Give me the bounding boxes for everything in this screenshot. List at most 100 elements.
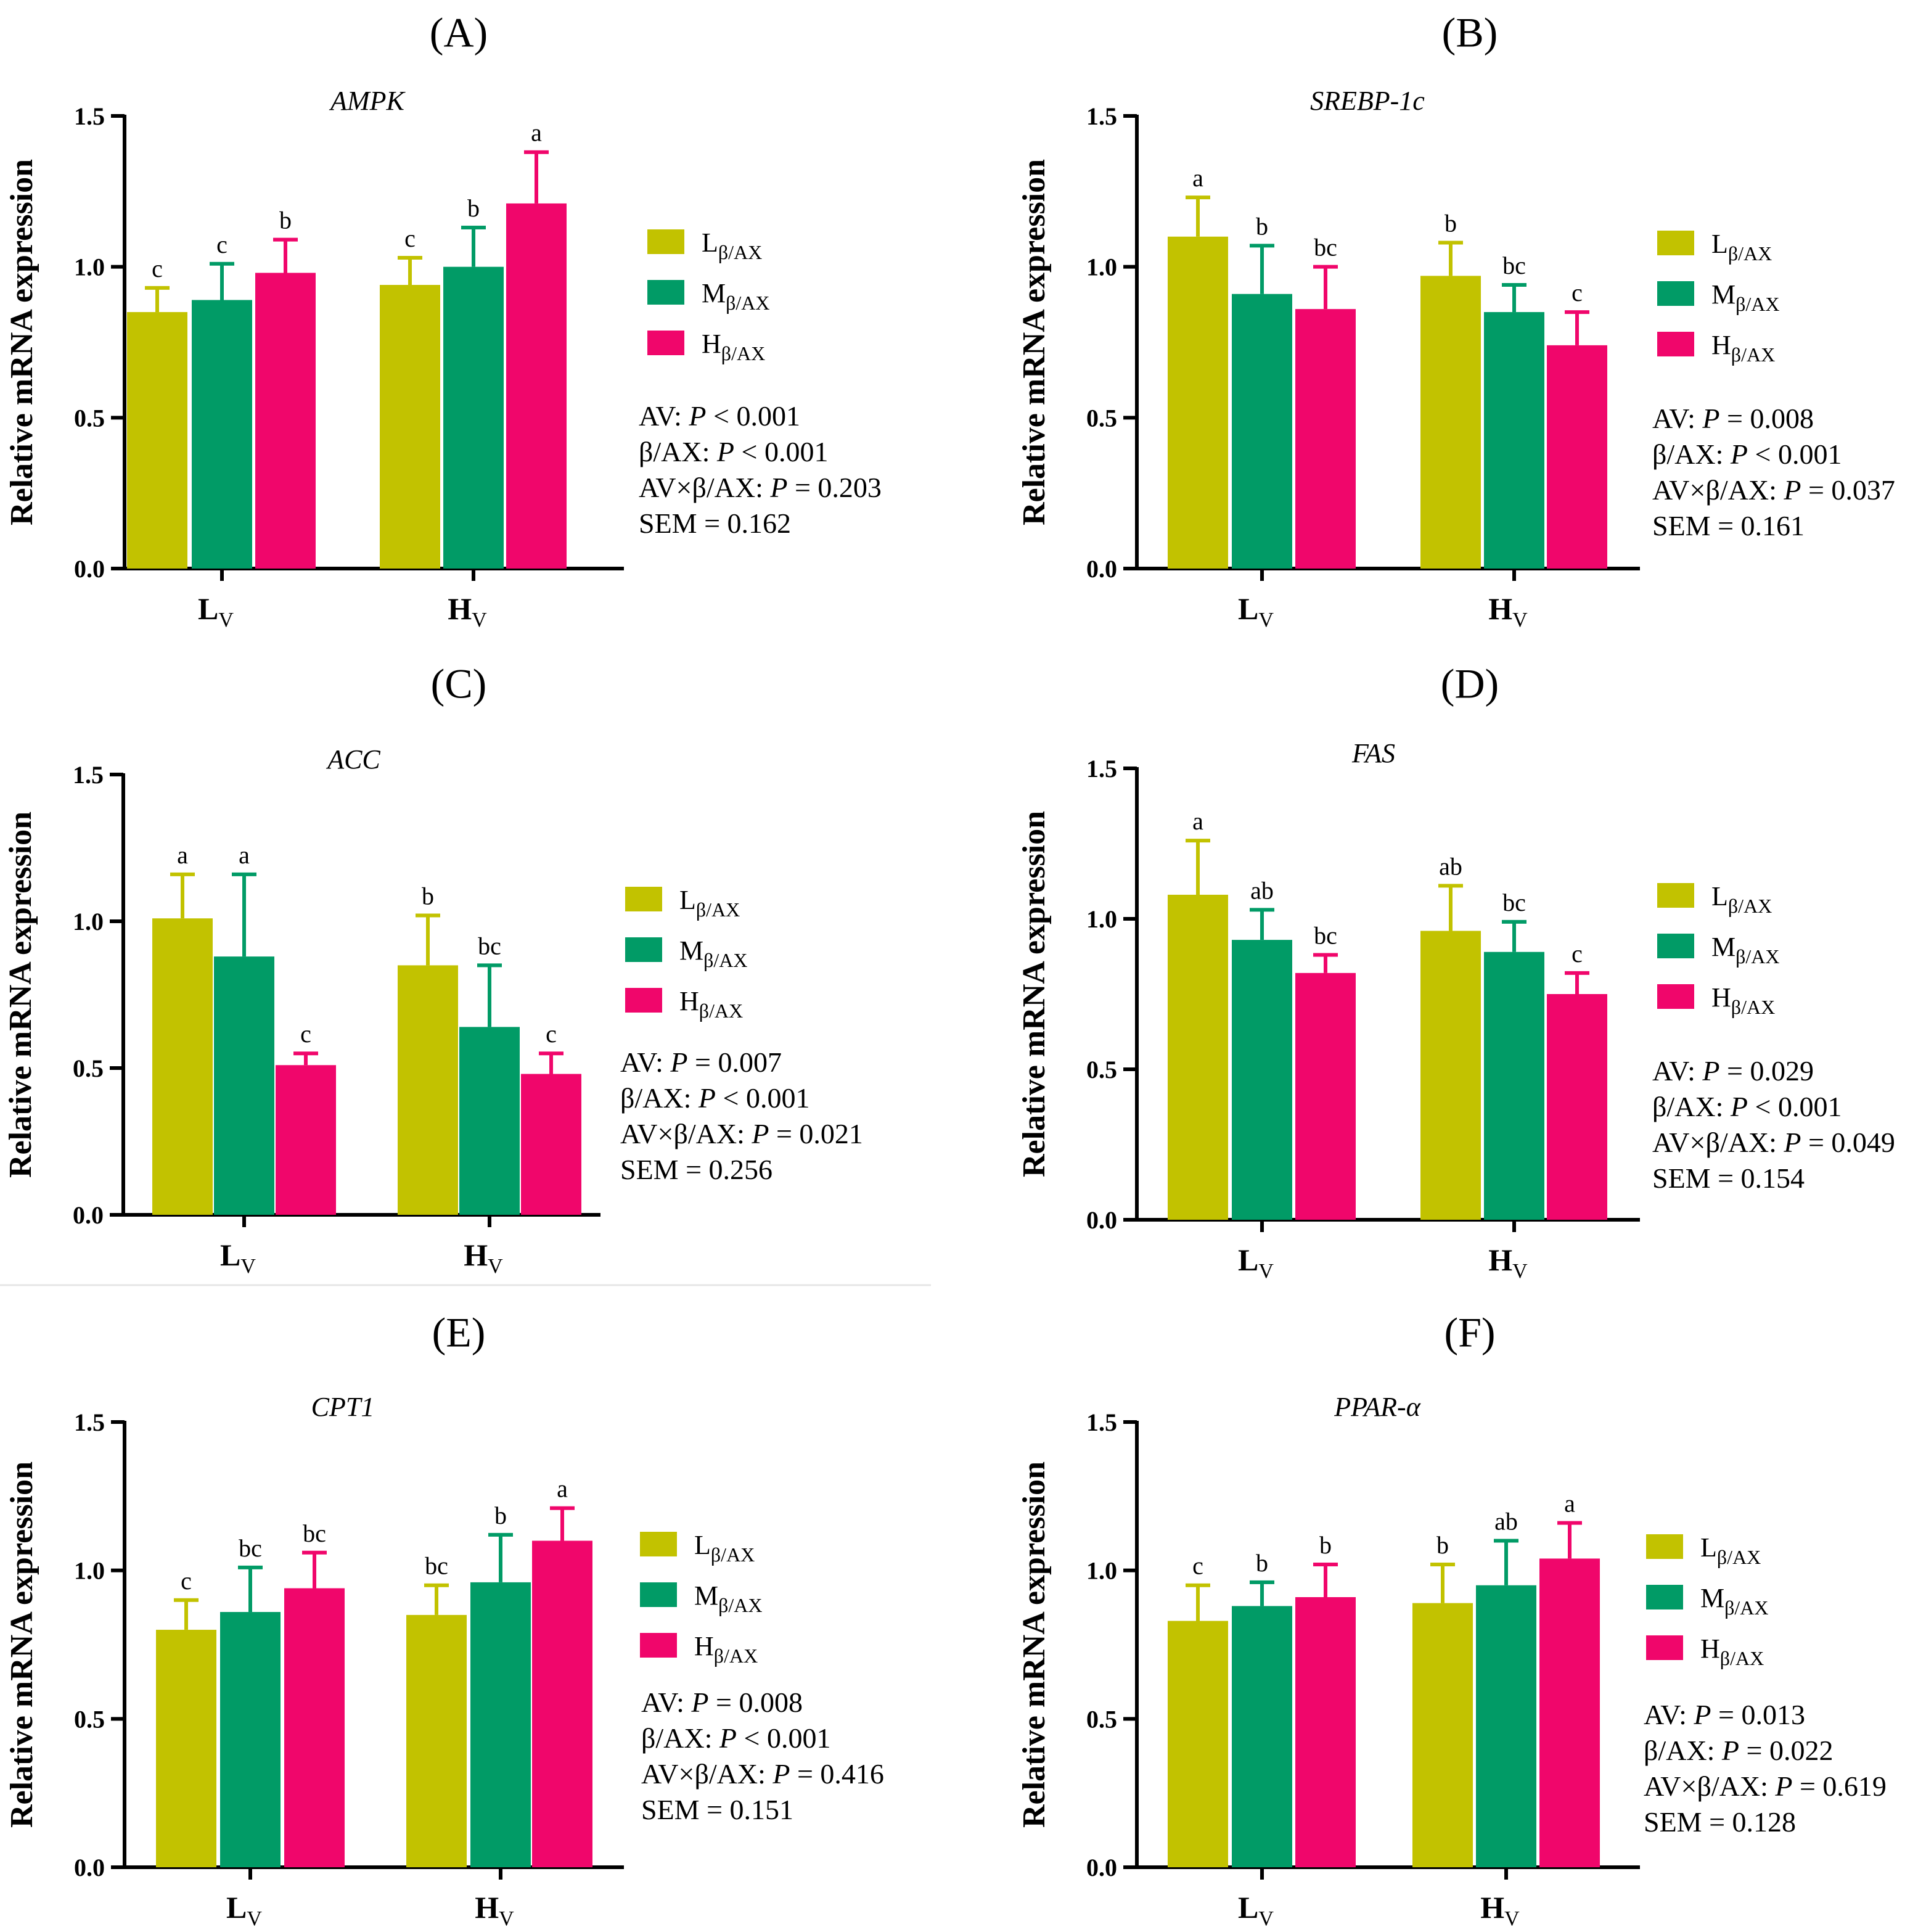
bar <box>1232 294 1292 569</box>
bar <box>1484 312 1544 569</box>
significance-letter: a <box>1192 164 1203 192</box>
bar <box>284 1588 345 1867</box>
y-axis-label: Relative mRNA expression <box>1017 159 1052 525</box>
stat-line: β/AX: P < 0.001 <box>620 1082 809 1114</box>
bar <box>1539 1558 1600 1867</box>
chart-panel-a: (A) AMPK Relative mRNA expression 0.0 0.5 1.0… <box>4 9 882 631</box>
x-tick-label: LV <box>1238 1890 1274 1929</box>
significance-letter: a <box>1564 1490 1575 1518</box>
significance-letter: c <box>404 224 416 252</box>
y-tick-label: 1.0 <box>73 908 104 935</box>
bar <box>214 956 274 1215</box>
bar <box>1295 972 1356 1220</box>
significance-letter: bc <box>303 1519 326 1547</box>
y-tick-label: 0.0 <box>74 1854 105 1881</box>
legend-label: Mβ/AX <box>702 278 770 314</box>
legend-label: Mβ/AX <box>1700 1583 1769 1619</box>
legend-label: Mβ/AX <box>694 1581 763 1616</box>
y-tick-label: 0.0 <box>1086 1206 1117 1234</box>
legend-swatch <box>625 937 662 962</box>
bar <box>443 266 504 569</box>
stat-line: AV×β/AX: P = 0.021 <box>620 1118 863 1149</box>
significance-letter: c <box>300 1020 311 1048</box>
significance-letter: bc <box>1314 234 1337 261</box>
legend-swatch <box>1657 984 1694 1009</box>
stat-line: β/AX: P < 0.001 <box>1652 438 1842 470</box>
bar <box>192 300 252 569</box>
legend-swatch <box>1657 934 1694 958</box>
significance-letter: bc <box>478 932 501 960</box>
bar <box>220 1612 281 1867</box>
significance-letter: a <box>177 841 188 869</box>
legend-swatch <box>1657 231 1694 255</box>
legend-swatch <box>1657 883 1694 908</box>
legend-label: Hβ/AX <box>694 1631 758 1667</box>
panel-label: (B) <box>1442 9 1498 56</box>
y-tick-label: 1.5 <box>1086 1408 1117 1436</box>
stat-line: AV: P < 0.001 <box>639 400 800 432</box>
legend-label: Hβ/AX <box>702 329 765 364</box>
stat-line: AV: P = 0.008 <box>1652 403 1814 434</box>
y-tick-label: 1.0 <box>1086 905 1117 933</box>
panel-label: (C) <box>431 660 487 707</box>
bar <box>506 203 567 569</box>
x-tick-label: LV <box>1238 1243 1274 1283</box>
legend-label: Hβ/AX <box>1711 330 1775 366</box>
chart-title: FAS <box>1351 738 1395 768</box>
bar <box>255 273 316 569</box>
stat-line: AV: P = 0.013 <box>1644 1699 1805 1730</box>
chart-panel-d: (D) FAS Relative mRNA expression 0.0 0.5 1.0 1… <box>1017 660 1895 1283</box>
significance-letter: bc <box>1502 252 1526 279</box>
y-axis-label: Relative mRNA expression <box>1017 811 1052 1177</box>
legend-label: Hβ/AX <box>1700 1634 1764 1669</box>
stat-line: AV×β/AX: P = 0.049 <box>1652 1127 1895 1158</box>
x-tick-label: LV <box>1238 591 1274 631</box>
significance-letter: c <box>546 1020 557 1048</box>
chart-title: ACC <box>326 744 380 775</box>
significance-letter: a <box>531 119 542 147</box>
stat-line: β/AX: P < 0.001 <box>1652 1091 1842 1122</box>
significance-letter: b <box>1256 212 1268 240</box>
y-axis-label: Relative mRNA expression <box>1017 1461 1052 1828</box>
stat-line: AV×β/AX: P = 0.203 <box>639 472 882 503</box>
y-axis-label: Relative mRNA expression <box>4 159 39 525</box>
y-axis-label: Relative mRNA expression <box>3 812 38 1178</box>
x-tick-label: LV <box>198 591 234 631</box>
bar <box>470 1582 531 1867</box>
legend-swatch <box>625 887 662 911</box>
legend-label: Lβ/AX <box>702 228 762 263</box>
significance-letter: bc <box>425 1552 448 1580</box>
significance-letter: b <box>1444 210 1457 237</box>
legend-label: Hβ/AX <box>1711 982 1775 1018</box>
significance-letter: b <box>1436 1531 1449 1559</box>
y-tick-label: 0.5 <box>74 404 105 432</box>
legend-label: Mβ/AX <box>1711 932 1780 968</box>
panel-label: (D) <box>1441 660 1499 707</box>
bar <box>1295 1597 1356 1867</box>
legend-label: Lβ/AX <box>1711 881 1772 917</box>
legend-swatch <box>1657 332 1694 356</box>
significance-letter: c <box>1572 940 1583 968</box>
x-tick-label: LV <box>220 1238 256 1278</box>
stat-line: AV: P = 0.008 <box>641 1687 803 1718</box>
chart-title: CPT1 <box>311 1392 375 1422</box>
x-tick-label: HV <box>1488 1243 1528 1283</box>
y-tick-label: 0.5 <box>1086 404 1117 432</box>
bar <box>459 1027 520 1215</box>
panel-label: (F) <box>1444 1309 1495 1356</box>
y-tick-label: 1.5 <box>74 1408 105 1436</box>
stat-line: AV: P = 0.029 <box>1652 1055 1814 1087</box>
legend-label: Hβ/AX <box>679 986 743 1022</box>
x-tick-label: HV <box>1480 1890 1520 1929</box>
stat-line: β/AX: P < 0.001 <box>639 436 828 467</box>
chart-panel-f: (F) PPAR-α Relative mRNA expression 0.0 0.5 1… <box>1017 1309 1887 1930</box>
legend-swatch <box>647 280 684 305</box>
legend-label: Lβ/AX <box>694 1530 755 1566</box>
legend-label: Lβ/AX <box>1700 1532 1761 1568</box>
legend-swatch <box>1657 281 1694 306</box>
significance-letter: ab <box>1439 852 1462 880</box>
significance-letter: a <box>557 1475 568 1503</box>
y-tick-label: 0.0 <box>1086 555 1117 583</box>
significance-letter: ab <box>1494 1508 1518 1535</box>
